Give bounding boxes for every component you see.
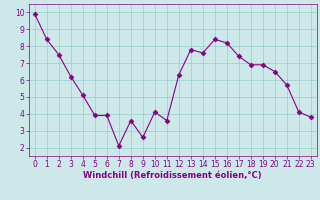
X-axis label: Windchill (Refroidissement éolien,°C): Windchill (Refroidissement éolien,°C) <box>84 171 262 180</box>
